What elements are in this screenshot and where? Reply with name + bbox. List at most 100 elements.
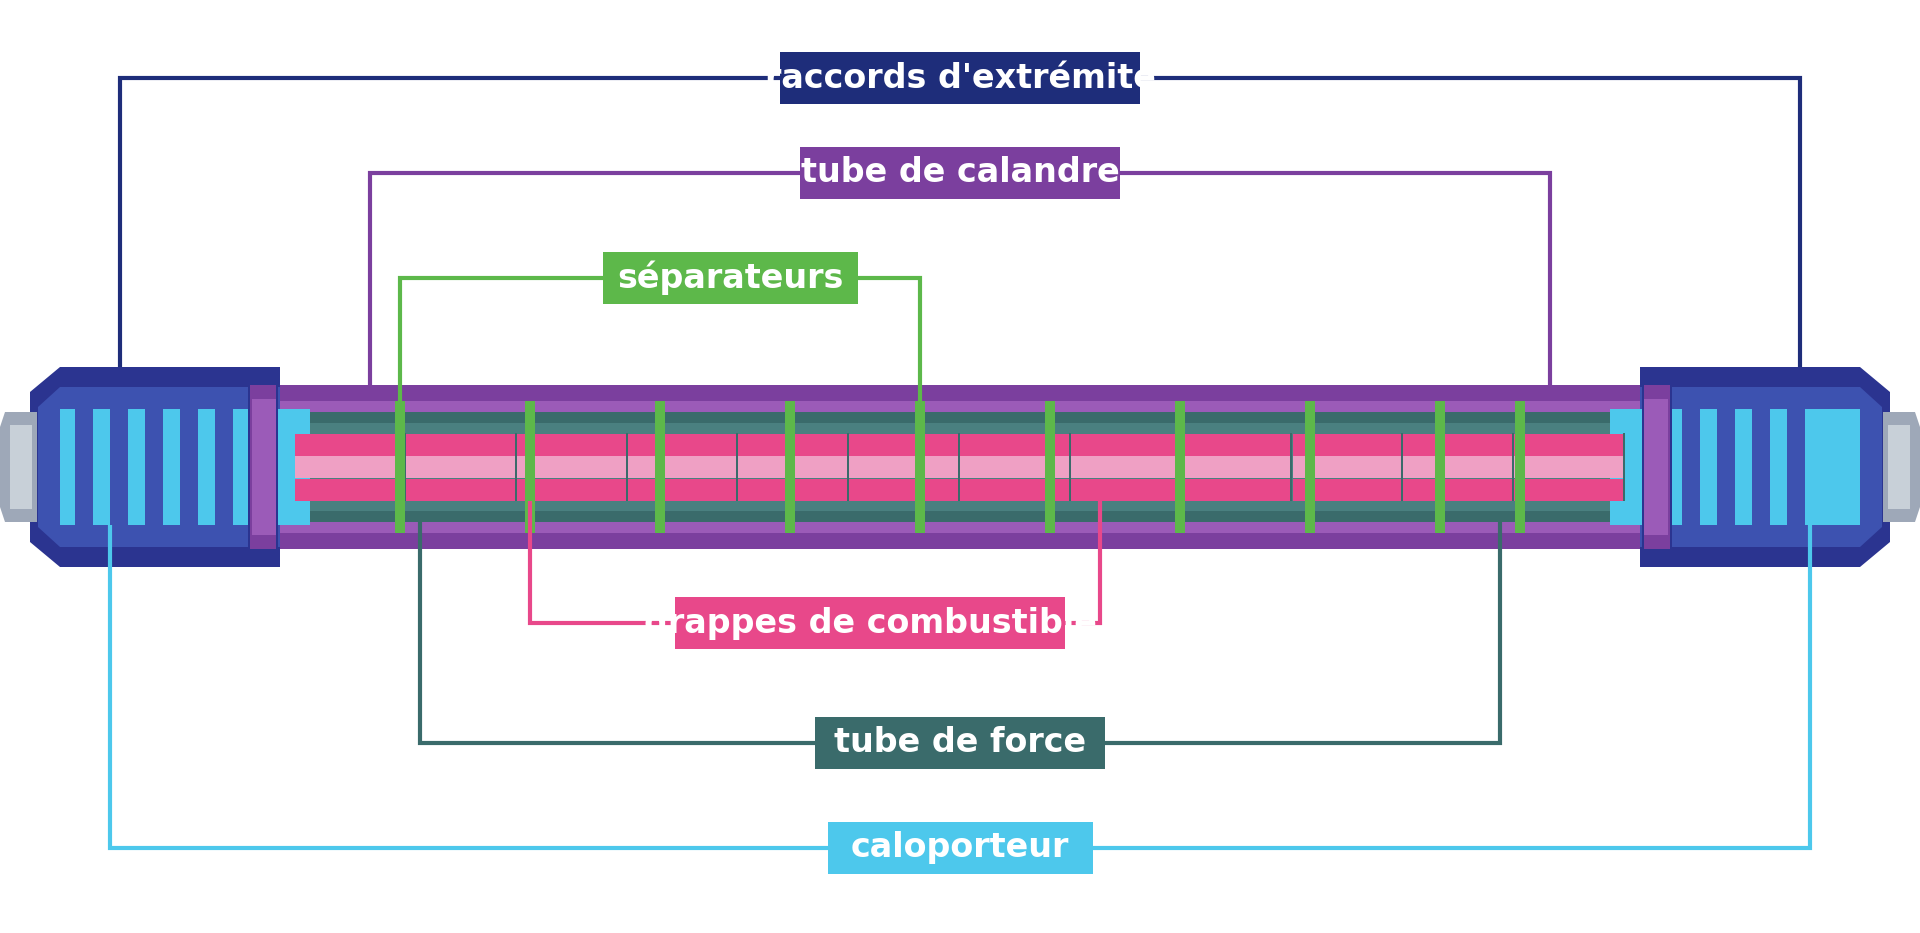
Bar xyxy=(1292,455,1402,478)
Bar xyxy=(626,433,628,501)
Bar xyxy=(1611,409,1889,525)
Bar xyxy=(739,434,847,456)
Bar xyxy=(271,423,1649,511)
Bar xyxy=(405,434,515,456)
Bar xyxy=(849,455,958,478)
Bar xyxy=(628,479,737,501)
Bar xyxy=(146,387,163,547)
Bar xyxy=(516,479,626,501)
Bar xyxy=(250,385,276,549)
Bar xyxy=(252,399,276,535)
Bar xyxy=(1640,387,1860,547)
Bar xyxy=(516,479,626,501)
Bar xyxy=(109,367,129,567)
Bar xyxy=(1044,401,1054,533)
Bar xyxy=(960,455,1069,478)
Bar xyxy=(1515,479,1622,501)
Bar xyxy=(1682,387,1699,547)
Bar xyxy=(676,597,1066,649)
Bar xyxy=(1071,479,1179,501)
Bar xyxy=(1640,367,1860,567)
Bar xyxy=(1788,367,1805,567)
Bar xyxy=(1682,367,1699,567)
Bar xyxy=(849,479,958,501)
Bar xyxy=(1306,401,1315,533)
Bar xyxy=(849,434,958,456)
Bar xyxy=(1513,433,1515,501)
Text: raccords d'extrémité: raccords d'extrémité xyxy=(764,62,1156,94)
Polygon shape xyxy=(1860,387,1882,547)
Bar xyxy=(960,479,1069,501)
Bar xyxy=(1887,425,1910,509)
Bar xyxy=(215,387,232,547)
Bar xyxy=(516,455,626,478)
Polygon shape xyxy=(1860,367,1889,567)
Bar xyxy=(628,434,737,456)
Bar xyxy=(271,412,1649,522)
Bar xyxy=(405,479,515,501)
Bar xyxy=(737,433,739,501)
Bar xyxy=(1642,377,1672,557)
Text: tube de calandre: tube de calandre xyxy=(801,157,1119,189)
Bar xyxy=(1515,455,1622,478)
Bar xyxy=(296,479,403,501)
Bar xyxy=(814,717,1106,769)
Bar xyxy=(1292,434,1402,456)
Bar xyxy=(1292,455,1402,478)
Bar xyxy=(1292,434,1402,456)
Bar xyxy=(628,455,737,478)
Bar xyxy=(1404,479,1513,501)
Bar xyxy=(180,387,198,547)
Bar xyxy=(1306,401,1315,533)
Bar xyxy=(296,455,403,478)
Bar xyxy=(405,455,515,478)
Bar xyxy=(1716,387,1736,547)
Bar xyxy=(60,367,280,567)
Bar xyxy=(75,367,92,567)
Bar xyxy=(1644,399,1668,535)
Bar xyxy=(271,401,1649,533)
Bar xyxy=(1181,434,1290,456)
Bar xyxy=(1515,434,1622,456)
Bar xyxy=(1044,401,1054,533)
Bar xyxy=(215,367,232,567)
Bar xyxy=(405,434,515,456)
Bar xyxy=(1181,455,1290,478)
Polygon shape xyxy=(38,387,60,547)
Bar xyxy=(960,434,1069,456)
Bar xyxy=(1434,401,1446,533)
Bar xyxy=(1647,387,1665,547)
Bar xyxy=(516,434,626,456)
Bar xyxy=(1175,401,1185,533)
Bar xyxy=(739,455,847,478)
Bar xyxy=(916,401,925,533)
Polygon shape xyxy=(0,412,6,522)
Bar xyxy=(785,401,795,533)
Bar xyxy=(801,147,1119,199)
Bar xyxy=(516,434,626,456)
Bar xyxy=(180,367,198,567)
Bar xyxy=(849,479,958,501)
Bar xyxy=(1644,385,1670,549)
Text: caloporteur: caloporteur xyxy=(851,831,1069,865)
Bar xyxy=(60,387,280,547)
Bar xyxy=(1622,433,1624,501)
Bar xyxy=(403,433,405,501)
Bar xyxy=(1647,367,1665,567)
Bar xyxy=(960,455,1069,478)
Bar xyxy=(1069,433,1071,501)
Bar xyxy=(1071,434,1179,456)
Polygon shape xyxy=(1914,412,1920,522)
Bar xyxy=(524,401,536,533)
Bar xyxy=(1181,479,1290,501)
Bar xyxy=(6,412,36,522)
Bar xyxy=(396,401,405,533)
Bar xyxy=(1515,455,1622,478)
Bar xyxy=(1515,479,1622,501)
Bar xyxy=(655,401,664,533)
Bar xyxy=(628,455,737,478)
Bar xyxy=(739,479,847,501)
Bar xyxy=(405,479,515,501)
Bar xyxy=(405,455,515,478)
Bar xyxy=(1751,367,1770,567)
